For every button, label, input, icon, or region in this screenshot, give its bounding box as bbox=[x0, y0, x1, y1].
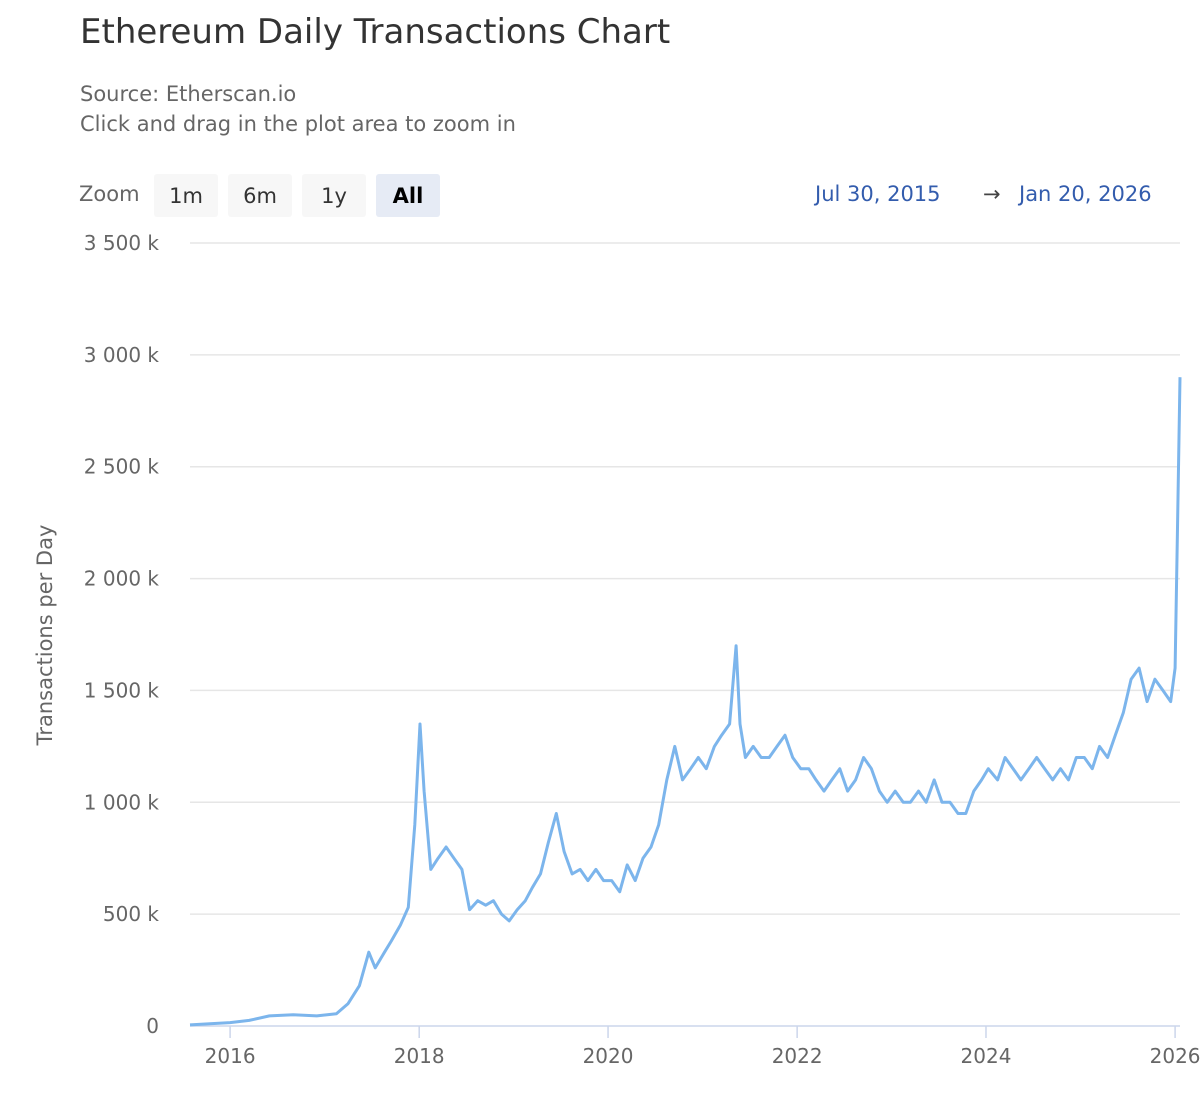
x-tick-label: 2020 bbox=[583, 1044, 634, 1068]
series-layer bbox=[189, 377, 1182, 1027]
grid-lines bbox=[190, 242, 1180, 1027]
chart-title: Ethereum Daily Transactions Chart bbox=[80, 12, 671, 52]
series-line[interactable] bbox=[189, 377, 1182, 1027]
zoom-6m-button[interactable]: 6m bbox=[228, 174, 292, 217]
x-tick-label: 2022 bbox=[772, 1044, 823, 1068]
y-tick-label: 1 000 k bbox=[84, 790, 160, 814]
x-axis-ticks: 2016 2018 2020 2022 2024 2026 bbox=[205, 1026, 1200, 1068]
range-arrow: → bbox=[983, 182, 1001, 206]
chart-source: Source: Etherscan.io bbox=[80, 82, 297, 106]
x-tick-label: 2016 bbox=[205, 1044, 256, 1068]
y-axis-ticks: 0 500 k 1 000 k 1 500 k 2 000 k 2 500 k 3 000 … bbox=[84, 231, 160, 1038]
y-tick-label: 3 000 k bbox=[84, 343, 160, 367]
zoom-all-button[interactable]: All bbox=[376, 174, 440, 217]
y-tick-label: 2 500 k bbox=[84, 455, 160, 479]
zoom-label: Zoom bbox=[79, 182, 140, 206]
y-tick-label: 0 bbox=[146, 1014, 159, 1038]
y-tick-label: 500 k bbox=[103, 902, 160, 926]
zoom-hint: Click and drag in the plot area to zoom … bbox=[80, 112, 516, 136]
range-from-date[interactable]: Jul 30, 2015 bbox=[815, 182, 941, 206]
x-tick-label: 2026 bbox=[1150, 1044, 1200, 1068]
y-tick-label: 2 000 k bbox=[84, 567, 160, 591]
zoom-1m-button[interactable]: 1m bbox=[154, 174, 218, 217]
y-tick-label: 1 500 k bbox=[84, 678, 160, 702]
y-axis-label: Transactions per Day bbox=[33, 525, 57, 747]
x-tick-label: 2024 bbox=[961, 1044, 1012, 1068]
x-tick-label: 2018 bbox=[394, 1044, 445, 1068]
range-to-date[interactable]: Jan 20, 2026 bbox=[1019, 182, 1152, 206]
y-tick-label: 3 500 k bbox=[84, 231, 160, 255]
zoom-1y-button[interactable]: 1y bbox=[302, 174, 366, 217]
